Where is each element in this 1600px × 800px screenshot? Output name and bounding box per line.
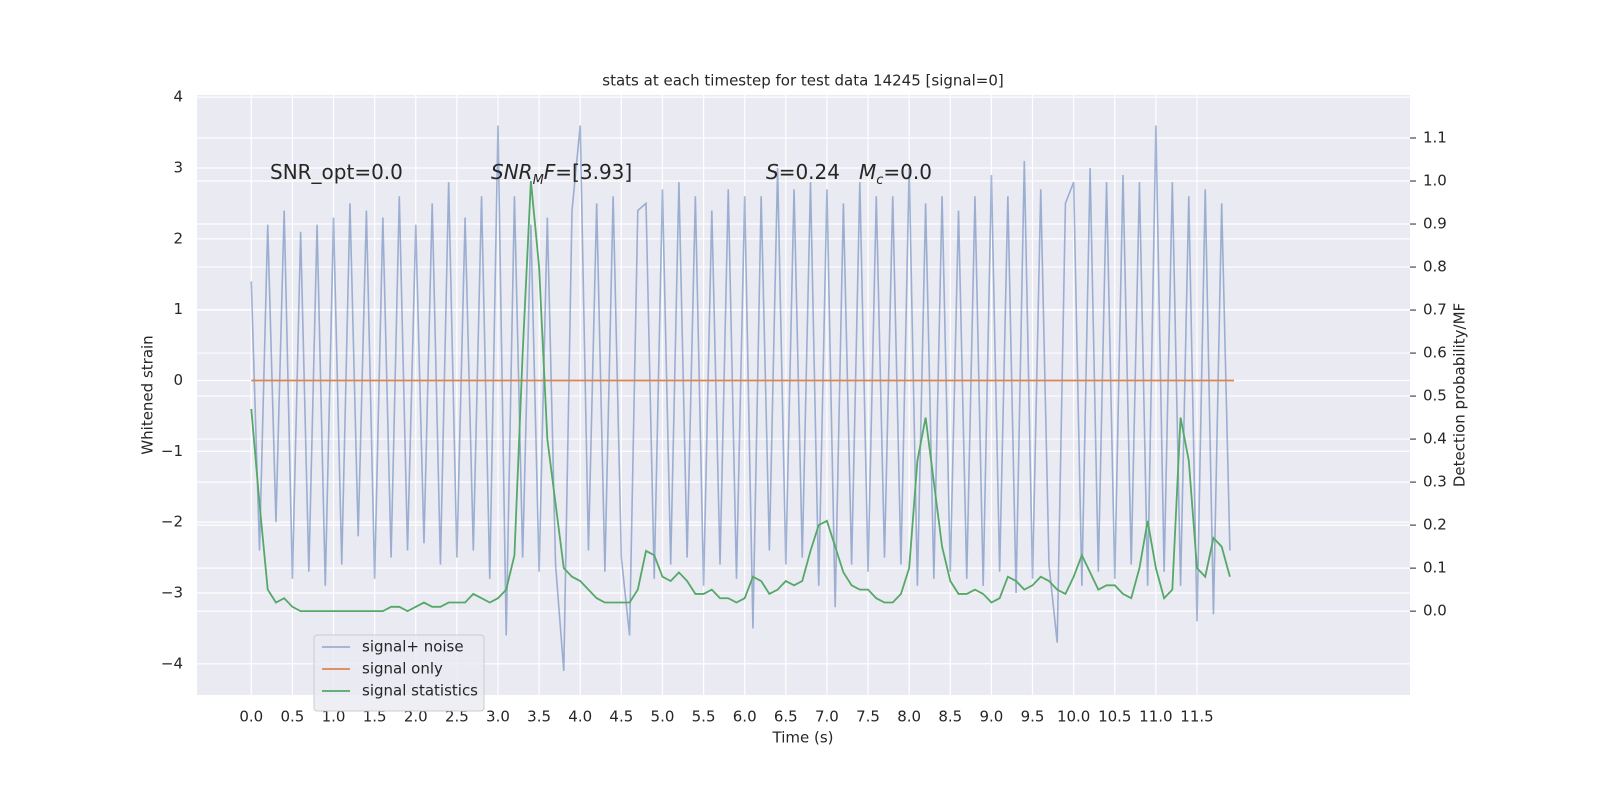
annotation: SNRMF=[3.93] (491, 160, 632, 189)
annotation-part: M (533, 173, 544, 188)
x-axis-label: Time (s) (772, 729, 834, 747)
x-tick-label: 8.0 (897, 708, 921, 726)
y2-tick-label: 0.5 (1423, 387, 1447, 405)
y2-tick-label: 0.3 (1423, 473, 1447, 491)
x-tick-label: 8.5 (938, 708, 962, 726)
y-tick-label: 0 (173, 371, 183, 389)
y-tick-label: 1 (173, 300, 183, 318)
x-tick-label: 10.0 (1057, 708, 1090, 726)
annotation-part: =0.24 (779, 160, 840, 184)
y2-tick-label: 0.8 (1423, 258, 1447, 276)
x-tick-label: 10.5 (1098, 708, 1131, 726)
annotation-part: F (544, 160, 556, 184)
x-tick-label: 2.0 (404, 708, 428, 726)
y-tick-label: 3 (173, 158, 183, 176)
annotation-part: SNR_opt=0.0 (270, 160, 403, 184)
x-tick-label: 0.5 (280, 708, 304, 726)
annotation: Mc=0.0 (859, 160, 932, 189)
annotation-part: =0.0 (883, 160, 932, 184)
y2-tick-label: 0.2 (1423, 516, 1447, 534)
y2-tick-label: 0.1 (1423, 559, 1447, 577)
y-tick-label: 4 (173, 88, 183, 106)
x-tick-label: 7.5 (856, 708, 880, 726)
y-axis-label: Whitened strain (139, 335, 157, 454)
x-tick-label: 9.0 (979, 708, 1003, 726)
x-tick-label: 4.0 (568, 708, 592, 726)
x-tick-label: 5.5 (692, 708, 716, 726)
y2-tick-label: 0.7 (1423, 301, 1447, 319)
series-line (250, 180, 1231, 613)
y2-tick-label: 1.0 (1423, 172, 1447, 190)
y-tick-label: −4 (161, 654, 183, 672)
y-tick-label: −1 (161, 442, 183, 460)
x-tick-label: 7.0 (815, 708, 839, 726)
y2-tick-label: 0.4 (1423, 430, 1447, 448)
legend-label: signal statistics (362, 682, 478, 700)
legend-label: signal only (362, 660, 443, 678)
y2-tick-label: 1.1 (1423, 129, 1447, 147)
plot-area (197, 95, 1410, 695)
x-tick-label: 11.0 (1139, 708, 1172, 726)
x-tick-label: 1.0 (322, 708, 346, 726)
annotation-part: M (859, 160, 876, 184)
annotation-part: c (876, 173, 883, 188)
x-tick-label: 4.5 (609, 708, 633, 726)
annotation-part: =[3.93] (555, 160, 632, 184)
x-tick-label: 3.5 (527, 708, 551, 726)
x-tick-label: 5.0 (651, 708, 675, 726)
series-line (250, 125, 1231, 671)
x-tick-label: 6.0 (733, 708, 757, 726)
y2-tick-label: 0.6 (1423, 344, 1447, 362)
x-tick-label: 1.5 (363, 708, 387, 726)
legend-label: signal+ noise (362, 638, 464, 656)
legend-box (313, 634, 485, 712)
x-tick-label: 9.5 (1021, 708, 1045, 726)
y2-tick-label: 0.0 (1423, 602, 1447, 620)
chart-title: stats at each timestep for test data 142… (602, 72, 1003, 90)
annotation: S=0.24 (766, 160, 840, 184)
annotation-part: S (766, 160, 779, 184)
x-tick-label: 0.0 (239, 708, 263, 726)
annotation-part: SNR (491, 160, 533, 184)
y2-axis-label: Detection probability/MF (1451, 303, 1469, 487)
annotation: SNR_opt=0.0 (270, 160, 403, 184)
x-tick-label: 11.5 (1180, 708, 1213, 726)
y-tick-label: −3 (161, 583, 183, 601)
x-tick-label: 2.5 (445, 708, 469, 726)
y-tick-label: −2 (161, 513, 183, 531)
y-tick-label: 2 (173, 229, 183, 247)
y2-tick-label: 0.9 (1423, 215, 1447, 233)
x-tick-label: 6.5 (774, 708, 798, 726)
x-tick-label: 3.0 (486, 708, 510, 726)
